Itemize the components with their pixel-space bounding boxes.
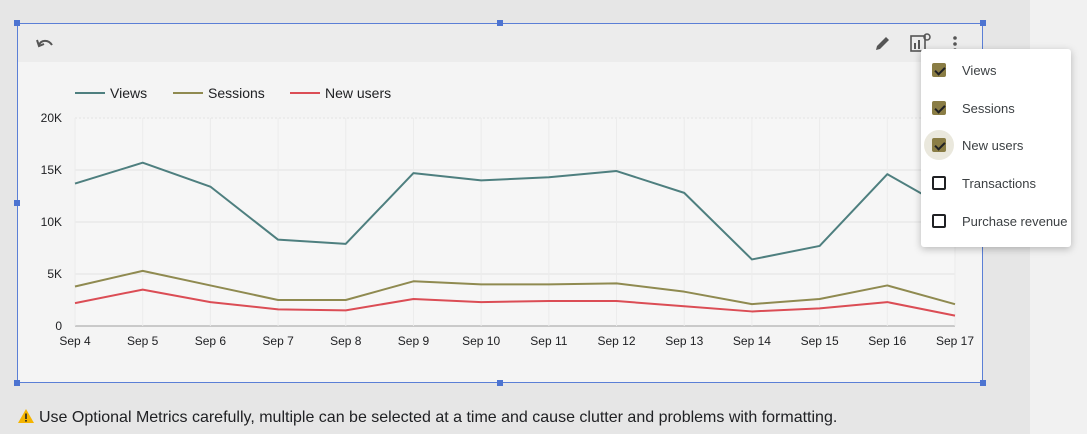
pencil-icon[interactable]	[874, 34, 892, 52]
x-tick-label: Sep 17	[936, 334, 974, 348]
x-tick-label: Sep 13	[665, 334, 703, 348]
x-tick-label: Sep 6	[195, 334, 227, 348]
checkbox-views[interactable]	[932, 63, 946, 77]
chart-container[interactable]: 0 5K 10K 15K 20K Sep 4 Sep 5 Sep 6 Sep 7 Sep 8 Sep…	[17, 23, 983, 383]
menu-item-purchase-revenue[interactable]: Purchase revenue	[921, 206, 1071, 236]
line-chart: 0 5K 10K 15K 20K Sep 4 Sep 5 Sep 6 Sep 7 Sep 8 Sep…	[41, 85, 975, 348]
resize-handle-bottom-right[interactable]	[980, 380, 986, 386]
series-line-new-users[interactable]	[74, 288, 956, 317]
menu-item-label: New users	[962, 137, 1024, 153]
menu-item-views[interactable]: Views	[921, 55, 1071, 85]
x-tick-label: Sep 5	[127, 334, 159, 348]
resize-handle-bottom[interactable]	[497, 380, 503, 386]
warning-note-text: Use Optional Metrics carefully, multiple…	[39, 409, 838, 426]
checkbox-sessions[interactable]	[932, 101, 946, 115]
undo-icon[interactable]	[35, 36, 55, 50]
legend-label: Views	[110, 85, 147, 101]
checkbox-transactions[interactable]	[932, 176, 946, 190]
x-tick-label: Sep 9	[398, 334, 430, 348]
x-tick-label: Sep 7	[262, 334, 294, 348]
resize-handle-left[interactable]	[14, 200, 20, 206]
resize-handle-bottom-left[interactable]	[14, 380, 20, 386]
y-tick-label: 15K	[41, 163, 62, 177]
menu-item-new-users[interactable]: New users	[921, 130, 1071, 160]
series-line-sessions[interactable]	[74, 269, 956, 306]
resize-handle-top-left[interactable]	[14, 20, 20, 26]
x-tick-label: Sep 15	[801, 334, 839, 348]
optional-metrics-icon[interactable]	[910, 33, 932, 53]
menu-item-label: Transactions	[962, 175, 1036, 191]
legend-label: Sessions	[208, 85, 265, 101]
chart-toolbar	[18, 24, 982, 62]
x-tick-label: Sep 8	[330, 334, 362, 348]
x-tick-label: Sep 12	[598, 334, 636, 348]
y-tick-label: 20K	[41, 111, 62, 125]
warning-icon	[18, 409, 34, 423]
optional-metrics-menu: Views Sessions New users Transactions Pu…	[921, 49, 1071, 247]
x-tick-label: Sep 14	[733, 334, 771, 348]
resize-handle-top-right[interactable]	[980, 20, 986, 26]
series-line-views[interactable]	[74, 161, 956, 261]
y-tick-label: 0	[55, 319, 62, 333]
y-tick-label: 5K	[47, 267, 62, 281]
x-tick-label: Sep 10	[462, 334, 500, 348]
x-tick-label: Sep 11	[530, 334, 567, 348]
checkbox-purchase-revenue[interactable]	[932, 214, 946, 228]
x-tick-label: Sep 16	[868, 334, 906, 348]
legend-label: New users	[325, 85, 391, 101]
menu-item-label: Views	[962, 62, 997, 78]
menu-item-transactions[interactable]: Transactions	[921, 168, 1071, 198]
menu-item-label: Sessions	[962, 100, 1015, 116]
checkbox-new-users[interactable]	[932, 138, 946, 152]
menu-item-label: Purchase revenue	[962, 213, 1068, 229]
y-tick-label: 10K	[41, 215, 62, 229]
warning-note: Use Optional Metrics carefully, multiple…	[17, 408, 837, 427]
x-tick-label: Sep 4	[59, 334, 91, 348]
resize-handle-top[interactable]	[497, 20, 503, 26]
menu-item-sessions[interactable]: Sessions	[921, 93, 1071, 123]
